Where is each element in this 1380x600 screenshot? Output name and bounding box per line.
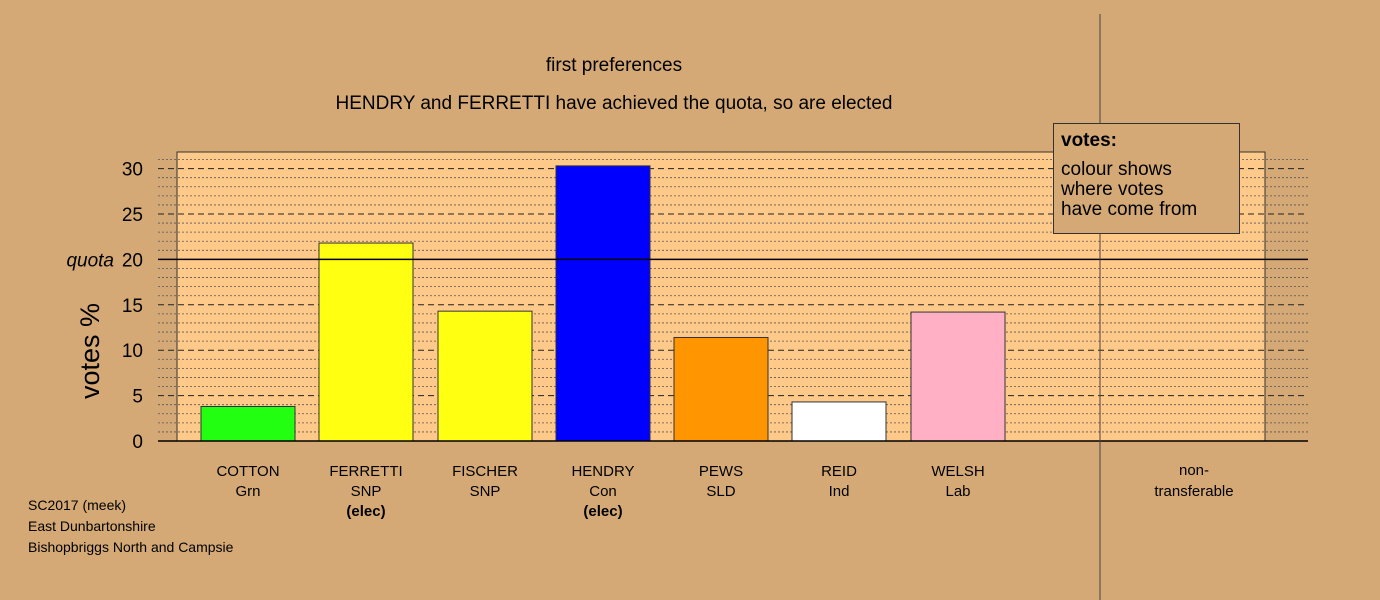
category-label-name: COTTON	[216, 463, 279, 480]
category-label-name: FISCHER	[452, 463, 518, 480]
legend-line: colour shows	[1061, 159, 1172, 180]
bar-welsh	[910, 311, 1006, 442]
footer-council: East Dunbartonshire	[28, 518, 156, 534]
category-label-party: Ind	[829, 483, 850, 500]
category-label-name: HENDRY	[571, 463, 634, 480]
bar-cotton	[200, 405, 296, 442]
y-axis-label: votes %	[75, 303, 105, 399]
y-tick-label: 15	[122, 296, 143, 317]
nontransferable-label-line1: non-	[1179, 462, 1209, 479]
y-tick-label: 30	[122, 160, 143, 181]
bar-reid	[791, 401, 887, 442]
legend-line: where votes	[1061, 179, 1164, 200]
category-label-elected: (elec)	[583, 503, 622, 520]
category-label-party: Con	[589, 483, 617, 500]
bar-pews	[673, 336, 769, 442]
nontransferable-label-line2: transferable	[1154, 483, 1233, 500]
category-label-name: REID	[821, 463, 857, 480]
y-tick-label: 20	[122, 250, 143, 271]
y-tick-label: 10	[122, 341, 143, 362]
category-label-party: SNP	[470, 483, 501, 500]
footer-election: SC2017 (meek)	[28, 497, 127, 513]
quota-label: quota	[66, 250, 114, 271]
category-label-elected: (elec)	[346, 503, 385, 520]
y-tick-label: 0	[132, 432, 143, 453]
bar-fischer	[437, 310, 533, 442]
legend-line: have come from	[1061, 199, 1198, 220]
y-tick-label: 25	[122, 205, 143, 226]
bar-ferretti	[318, 242, 414, 442]
category-label-party: Lab	[945, 483, 970, 500]
category-label-party: Grn	[235, 483, 260, 500]
footer-ward: Bishopbriggs North and Campsie	[28, 539, 234, 555]
chart-subtitle: HENDRY and FERRETTI have achieved the qu…	[336, 93, 893, 114]
category-label-name: PEWS	[699, 463, 743, 480]
legend: votes: colour shows where votes have com…	[1053, 123, 1240, 234]
bar-hendry	[555, 165, 651, 442]
category-label-name: WELSH	[931, 463, 984, 480]
y-tick-label: 5	[132, 387, 143, 408]
category-label-name: FERRETTI	[329, 463, 402, 480]
category-label-party: SNP	[351, 483, 382, 500]
legend-title: votes:	[1061, 130, 1117, 151]
footer-info: SC2017 (meek) East Dunbartonshire Bishop…	[28, 495, 233, 558]
chart-title: first preferences	[546, 55, 682, 76]
category-label-party: SLD	[706, 483, 735, 500]
